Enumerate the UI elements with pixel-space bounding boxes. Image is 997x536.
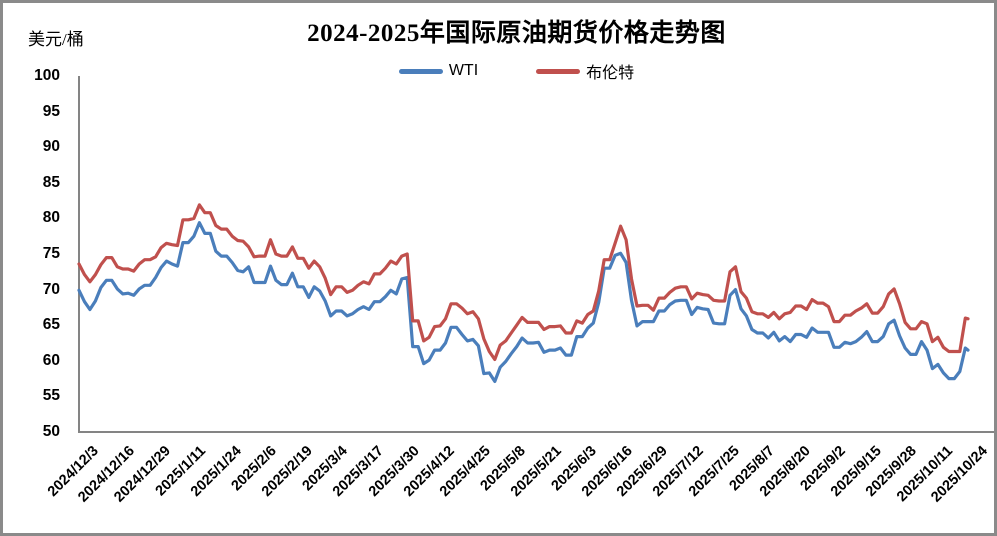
- y-tick-label: 50: [42, 423, 60, 440]
- y-tick-label: 80: [42, 209, 60, 227]
- legend: WTI 布伦特: [39, 59, 994, 83]
- legend-label-wti: WTI: [448, 62, 479, 79]
- legend-item-wti: WTI: [398, 62, 479, 80]
- y-tick-label: 90: [42, 138, 60, 156]
- axis-lines: [78, 76, 994, 433]
- y-tick-label: 100: [34, 67, 60, 84]
- y-tick-label: 95: [42, 102, 60, 120]
- brent-line-swatch-icon: [536, 68, 581, 74]
- y-tick-label: 60: [42, 351, 60, 369]
- wti-line-swatch-icon: [398, 68, 443, 74]
- plot-area: [77, 76, 994, 433]
- y-axis-unit-label: 美元/桶: [28, 30, 84, 49]
- legend-item-brent: 布伦特: [536, 59, 634, 83]
- y-tick-label: 55: [42, 387, 60, 405]
- y-tick-label: 85: [42, 173, 60, 191]
- chart-title: 2024-2025年国际原油期货价格走势图: [307, 20, 726, 47]
- y-tick-label: 75: [42, 245, 60, 262]
- y-tick-label: 70: [42, 280, 60, 298]
- wti-line: [77, 221, 970, 383]
- brent-line: [77, 203, 970, 361]
- legend-label-brent: 布伦特: [586, 65, 635, 82]
- y-tick-label: 65: [42, 316, 60, 334]
